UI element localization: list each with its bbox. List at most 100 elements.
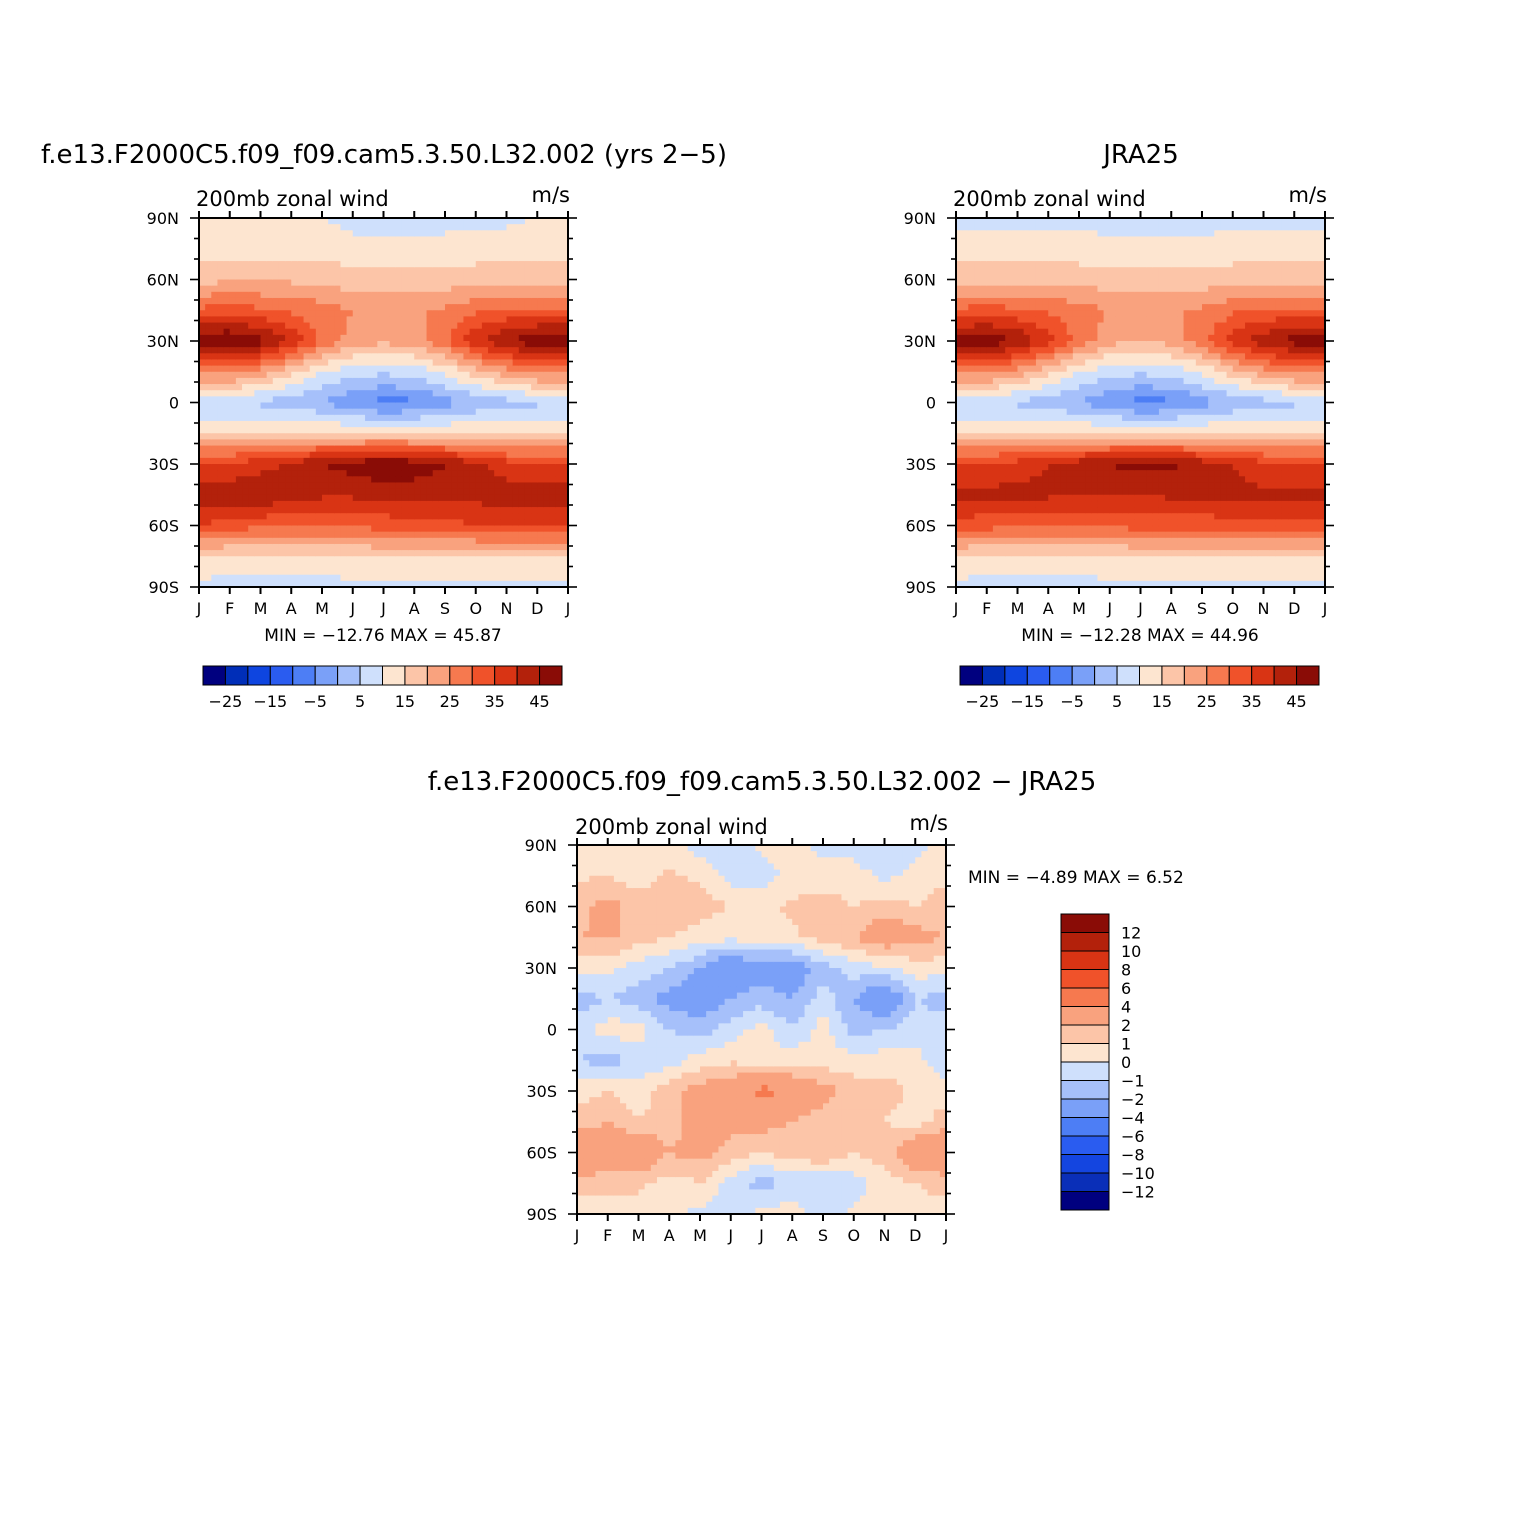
model-cell [518,396,526,404]
model-cell [291,273,298,281]
model-cell [518,384,526,391]
model-cell [340,347,348,354]
model-cell [285,482,292,490]
model-cell [549,507,557,514]
model-cell [389,377,397,385]
model-cell [457,562,465,570]
obs-cell [986,464,994,471]
obs-cell [962,427,969,434]
model-cell [475,328,483,336]
obs-cell [992,525,1000,533]
model-cell [285,267,292,274]
model-cell [469,513,477,520]
model-cell [531,513,538,520]
obs-cell [1054,224,1062,231]
model-cell [395,384,403,391]
model-cell [426,353,434,361]
model-cell [346,427,354,434]
model-cell [518,408,526,416]
model-cell [358,353,366,361]
model-cell [494,550,501,557]
model-cell [223,273,231,281]
model-cell [266,316,274,324]
obs-cell [1066,519,1074,527]
model-cell [297,334,305,342]
model-cell [328,531,335,539]
model-cell [248,580,255,588]
model-cell [488,218,495,225]
model-cell [303,390,311,397]
obs-cell [1029,377,1037,385]
model-cell [217,267,225,274]
model-cell [235,297,243,305]
model-cell [358,519,366,527]
obs-cell [1017,562,1025,570]
model-cell [549,341,557,348]
obs-cell [962,384,969,391]
model-cell [524,494,532,502]
obs-cell [1066,334,1074,342]
model-cell [352,482,360,490]
model-cell [352,236,360,244]
model-cell [205,347,212,354]
model-cell [420,556,428,563]
model-cell [518,574,526,582]
obs-cell [1042,230,1049,238]
model-cell [278,445,286,453]
model-cell [383,580,391,588]
model-cell [463,445,471,453]
model-cell [272,273,280,281]
obs-cell [1035,525,1043,533]
model-cell [242,531,249,539]
obs-cell [974,371,982,379]
model-cell [401,304,409,311]
model-cell [408,494,415,502]
obs-cell [1060,236,1068,244]
model-cell [285,310,292,317]
model-cell [518,390,526,397]
model-cell [309,580,317,588]
obs-cell [974,445,982,453]
obs-cell [980,273,988,281]
model-cell [315,377,323,385]
obs-cell [1023,420,1031,428]
model-cell [346,322,354,330]
model-cell [432,470,440,477]
model-cell [414,507,421,514]
model-cell [352,513,360,520]
obs-cell [1023,543,1031,551]
model-cell [524,230,532,238]
model-cell [223,310,231,317]
obs-cell [1035,543,1043,551]
model-cell [561,273,569,281]
model-cell [352,384,360,391]
obs-cell [1029,365,1037,373]
model-cell [297,279,305,287]
model-cell [518,488,526,496]
obs-cell [1066,322,1074,330]
model-cell [358,433,366,440]
model-cell [561,267,569,274]
model-cell [518,482,526,490]
obs-cell [956,537,963,545]
obs-cell [1060,457,1068,465]
model-cell [297,322,305,330]
model-cell [555,310,563,317]
obs-cell [1035,568,1043,576]
model-cell [561,550,569,557]
obs-cell [1035,476,1043,484]
obs-cell [1035,328,1043,336]
model-cell [420,574,428,582]
model-cell [463,242,471,250]
model-cell [481,384,489,391]
model-cell [543,248,551,256]
obs-cell [1066,494,1074,502]
model-cell [488,359,495,367]
obs-cell [1029,457,1037,465]
model-cell [254,218,262,225]
obs-cell [968,556,976,563]
model-cell [395,285,403,293]
model-cell [494,531,501,539]
model-cell [328,543,335,551]
model-cell [285,279,292,287]
